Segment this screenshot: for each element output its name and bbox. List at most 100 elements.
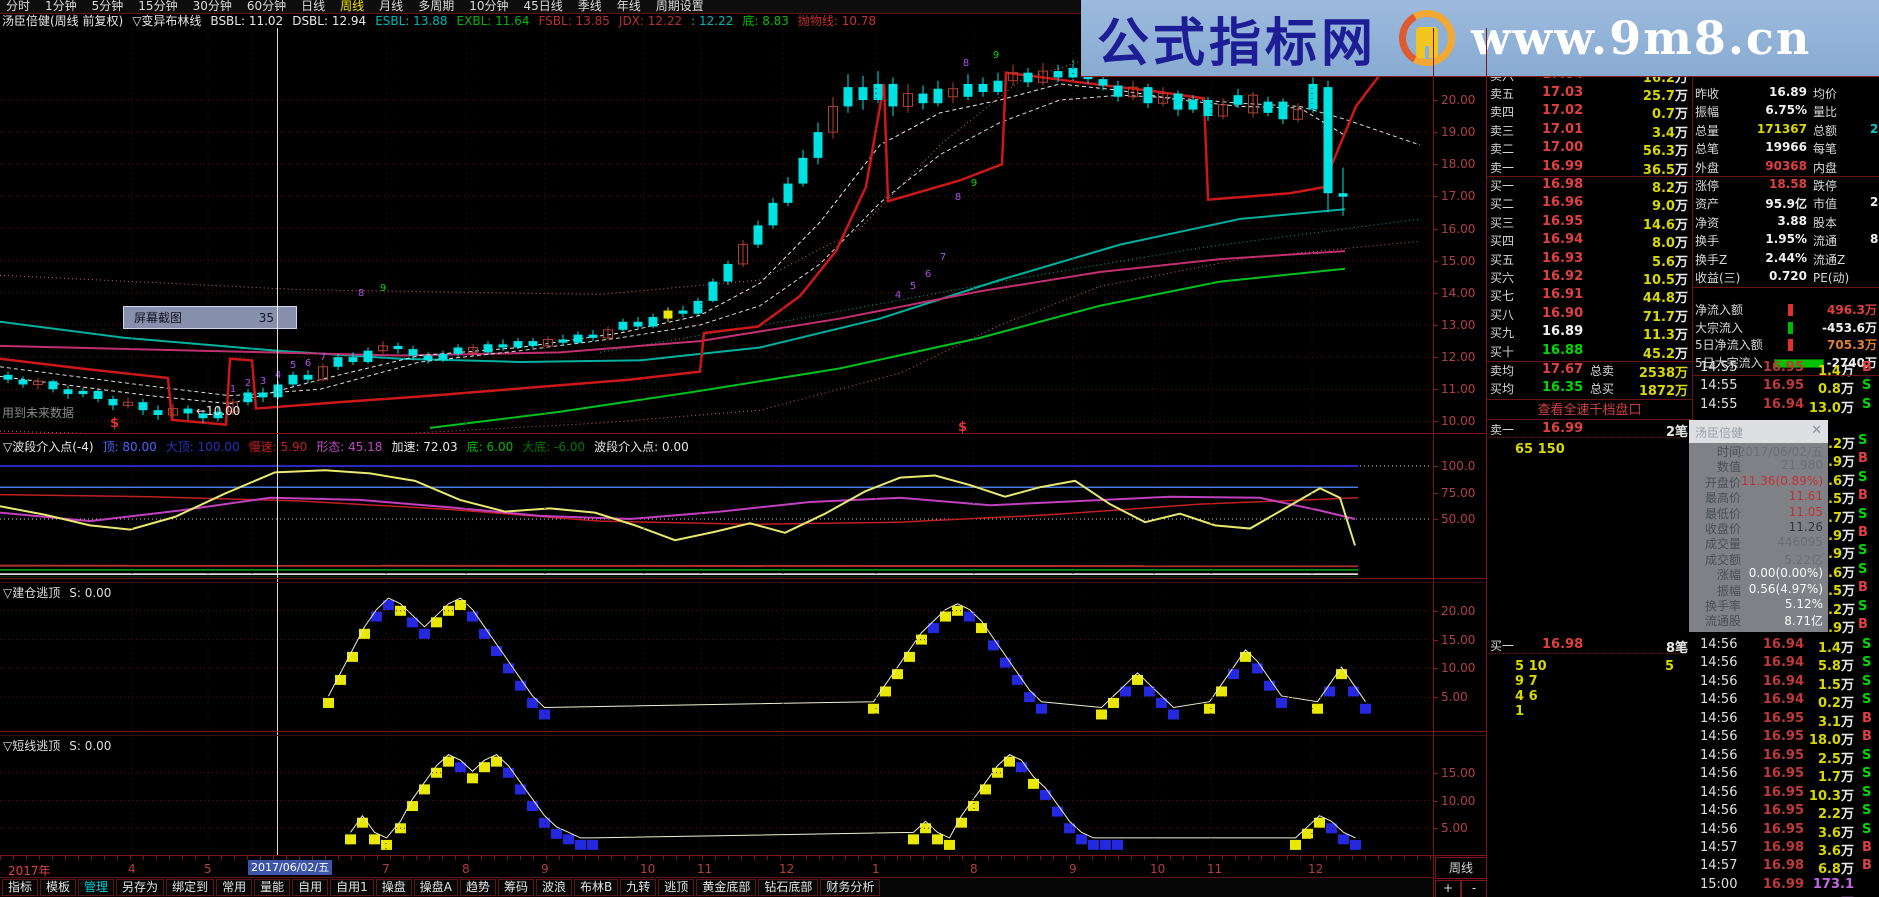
period-tab-分时[interactable]: 分时: [6, 0, 31, 13]
signal-block: [467, 611, 478, 622]
period-tab-季线[interactable]: 季线: [577, 0, 602, 13]
tick-row-partial: .2万 S: [1828, 433, 1879, 451]
toolbar-item-波浪[interactable]: 波浪: [536, 879, 573, 896]
order-book-row[interactable]: 买八 16.90 71.7万: [1487, 306, 1692, 325]
toolbar-item-自用[interactable]: 自用: [292, 879, 329, 896]
axis-price-label: 18.00: [1441, 157, 1476, 172]
divider-line: [1487, 360, 1692, 362]
period-tab-30分钟[interactable]: 30分钟: [192, 0, 232, 13]
stat-label: 总量: [1695, 123, 1720, 138]
axis-price-label: 17.00: [1441, 189, 1476, 204]
tick-side: S: [1862, 396, 1872, 412]
tick-side: B: [1862, 839, 1872, 855]
axis-tick: [1433, 610, 1438, 612]
signal-block: [1326, 823, 1337, 834]
data-popup[interactable]: 汤臣倍健 ✕ 时间 2017/06/02/五 数值 21.980 开盘价 11.36(0.…: [1689, 420, 1828, 632]
toolbar-item-绑定到[interactable]: 绑定到: [166, 879, 215, 896]
order-volume: 36.5万: [1642, 162, 1688, 178]
tick-volume: .5万: [1828, 584, 1855, 599]
future-data-warning: 用到未来数据: [2, 406, 75, 420]
site-url: www.9m8.cn: [1471, 11, 1812, 65]
stat-value: 18.58: [1769, 177, 1807, 191]
period-tab-月线[interactable]: 月线: [379, 0, 404, 13]
period-tab-日线[interactable]: 日线: [301, 0, 326, 13]
toolbar-item-操盘A[interactable]: 操盘A: [413, 879, 458, 896]
popup-titlebar[interactable]: 汤臣倍健 ✕: [1689, 420, 1828, 443]
order-book-row[interactable]: 卖四 17.02 0.7万: [1487, 103, 1692, 122]
last-order-row: 买一 16.98 8笔: [1487, 637, 1692, 656]
order-book-row[interactable]: 买三 16.95 14.6万: [1487, 214, 1692, 233]
period-tab-1分钟[interactable]: 1分钟: [45, 0, 77, 13]
period-tab-10分钟[interactable]: 10分钟: [469, 0, 509, 13]
period-tab-周期设置[interactable]: 周期设置: [655, 0, 704, 13]
toolbar-item-钻石底部[interactable]: 钻石底部: [758, 879, 819, 896]
order-book-row[interactable]: 买二 16.96 9.0万: [1487, 195, 1692, 214]
toolbar-item-操盘[interactable]: 操盘: [375, 879, 412, 896]
period-tab-周线[interactable]: 周线: [340, 0, 365, 13]
order-book-row[interactable]: 卖一 16.99 36.5万: [1487, 159, 1692, 178]
date-label: 2017年: [8, 864, 51, 878]
avg-row: 卖均 17.67 总卖 2538万: [1487, 362, 1692, 381]
order-book-row[interactable]: 买五 16.93 5.6万: [1487, 251, 1692, 270]
candle-body: [1293, 109, 1303, 120]
stat-row: 收益(三) 0.720 PE(动): [1692, 269, 1879, 287]
toolbar-item-量能[interactable]: 量能: [254, 879, 291, 896]
period-tab-15分钟[interactable]: 15分钟: [138, 0, 178, 13]
order-book-row[interactable]: 买七 16.91 44.8万: [1487, 287, 1692, 306]
order-book-row[interactable]: 卖三 17.01 3.4万: [1487, 122, 1692, 141]
toolbar-item-筹码[interactable]: 筹码: [498, 879, 535, 896]
order-volume: 10.5万: [1642, 273, 1688, 288]
period-tab-5分钟[interactable]: 5分钟: [91, 0, 124, 13]
tick-time: 14:55: [1700, 396, 1738, 412]
tick-row: 14:57 16.98 3.6万 B: [1694, 839, 1879, 859]
period-tab-60分钟[interactable]: 60分钟: [246, 0, 287, 13]
zoom-in-button[interactable]: +: [1435, 880, 1461, 897]
toolbar-item-九转[interactable]: 九转: [620, 879, 657, 896]
tick-time: 14:56: [1700, 710, 1738, 726]
order-book-row[interactable]: 买九 16.89 11.3万: [1487, 324, 1692, 343]
toolbar-item-指标[interactable]: 指标: [2, 879, 39, 896]
tick-volume: 1.4万: [1817, 364, 1854, 379]
order-queue: 9 7: [1515, 674, 1538, 689]
toolbar-item-另存为[interactable]: 另存为: [116, 879, 165, 896]
toolbar-item-常用[interactable]: 常用: [216, 879, 253, 896]
popup-row-value: 0.56(4.97%): [1748, 581, 1823, 596]
signal-block: [1120, 686, 1131, 697]
period-indicator[interactable]: 周线: [1435, 857, 1487, 879]
full-depth-link[interactable]: 查看全速千档盘口: [1537, 403, 1642, 418]
candle-body: [783, 183, 793, 203]
tick-price: 16.94: [1762, 673, 1804, 689]
close-icon[interactable]: ✕: [1811, 423, 1822, 438]
zoom-out-button[interactable]: -: [1461, 880, 1487, 897]
toolbar-item-布林B[interactable]: 布林B: [574, 879, 619, 896]
period-tab-45日线[interactable]: 45日线: [523, 0, 563, 13]
toolbar-item-自用1[interactable]: 自用1: [330, 879, 374, 896]
order-book-row[interactable]: 买十 16.88 45.2万: [1487, 343, 1692, 362]
order-book-row[interactable]: 卖二 17.00 56.3万: [1487, 140, 1692, 159]
stat-value: 6.75%: [1765, 103, 1807, 118]
popup-row-label: 最低价: [1704, 506, 1741, 521]
period-tab-年线[interactable]: 年线: [616, 0, 641, 13]
site-banner: 公式指标网 www.9m8.cn: [1081, 0, 1879, 77]
bottom-toolbar: 指标 模板 管理 另存为 绑定到 常用 量能 自用 自用1 操盘 操盘A 趋势 筹码 波浪 布林B 九转 逃顶黄…: [0, 878, 1435, 897]
tick-row-partial: .9万 B: [1828, 525, 1879, 543]
toolbar-item-财务分析[interactable]: 财务分析: [820, 879, 881, 896]
toolbar-item-趋势[interactable]: 趋势: [460, 879, 497, 896]
tick-side: B: [1862, 858, 1872, 874]
candle-body: [363, 350, 373, 362]
order-book-row[interactable]: 卖五 17.03 25.7万: [1487, 85, 1692, 104]
axis-price-label: 19.00: [1441, 125, 1476, 140]
order-book-row[interactable]: 买六 16.92 10.5万: [1487, 269, 1692, 288]
tick-price: 16.95: [1762, 821, 1804, 837]
order-book-row[interactable]: 买一 16.98 8.2万: [1487, 177, 1692, 196]
toolbar-item-黄金底部[interactable]: 黄金底部: [696, 879, 757, 896]
toolbar-item-模板[interactable]: 模板: [40, 879, 77, 896]
nine-turn-digit: 7: [940, 252, 946, 263]
toolbar-item-管理[interactable]: 管理: [78, 879, 115, 896]
candle-body: [1158, 93, 1168, 104]
order-book-row[interactable]: 买四 16.94 8.0万: [1487, 232, 1692, 251]
toolbar-item-逃顶[interactable]: 逃顶: [658, 879, 695, 896]
popup-row-label: 成交额: [1704, 552, 1741, 567]
period-tab-多周期[interactable]: 多周期: [418, 0, 455, 13]
